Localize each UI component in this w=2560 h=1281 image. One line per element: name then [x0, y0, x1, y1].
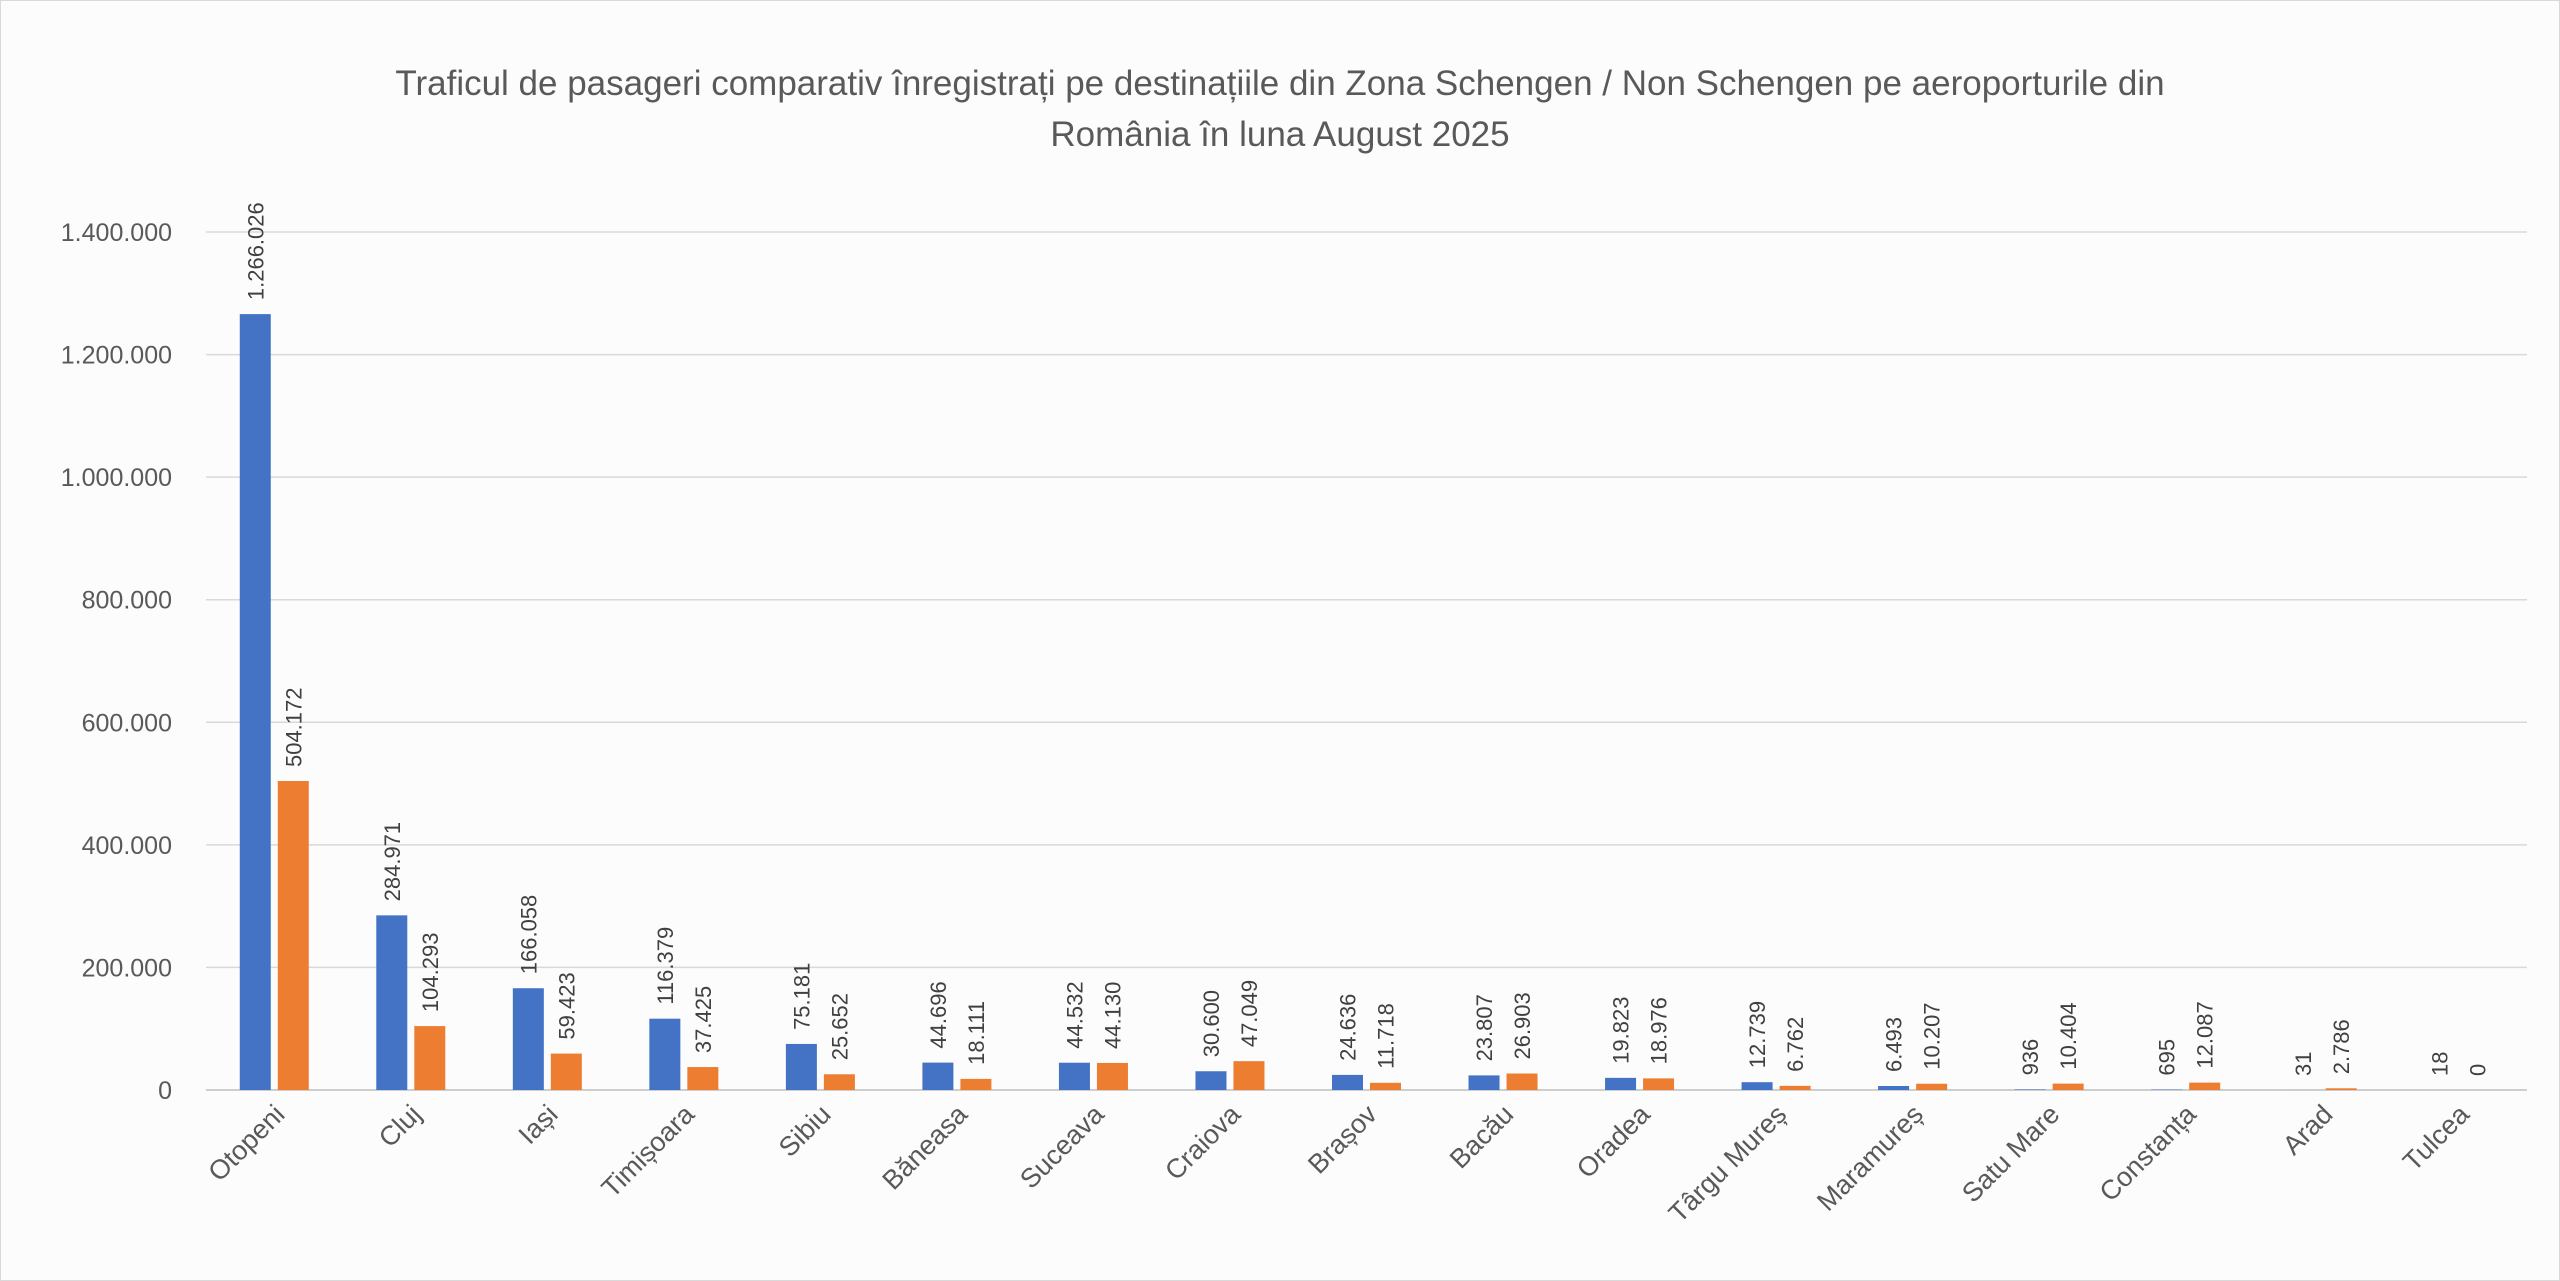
x-tick-label: Maramureș	[1811, 1099, 1929, 1217]
data-label-series-2: 10.404	[2056, 1002, 2081, 1069]
x-tick-label: Brașov	[1302, 1099, 1383, 1180]
bar-series-2	[2325, 1088, 2357, 1090]
bar-series-2	[1370, 1082, 1401, 1090]
data-label-series-2: 18.111	[964, 1001, 989, 1065]
y-tick-label: 1.200.000	[61, 342, 172, 370]
bar-series-2	[1506, 1073, 1538, 1090]
bar-series-1	[1605, 1077, 1637, 1090]
bar-series-1	[1878, 1086, 1910, 1090]
data-label-series-2: 10.207	[1920, 1002, 1945, 1069]
data-label-series-2: 0	[2466, 1064, 2491, 1076]
data-label-series-1: 19.823	[1609, 997, 1634, 1064]
data-label-series-2: 11.718	[1374, 1003, 1399, 1069]
bar-series-2	[1779, 1085, 1811, 1090]
x-tick-label: Oradea	[1571, 1098, 1657, 1184]
x-tick-label: Otopeni	[202, 1099, 290, 1187]
bar-series-2	[550, 1053, 582, 1090]
bar-series-1	[1058, 1062, 1090, 1090]
chart-title-line-1: Traficul de pasageri comparativ înregist…	[395, 64, 2165, 103]
bar-series-1	[239, 314, 271, 1090]
data-label-series-2: 504.172	[281, 687, 306, 767]
data-label-series-2: 44.130	[1100, 982, 1125, 1049]
data-label-series-1: 44.696	[926, 981, 951, 1048]
bar-series-1	[1468, 1075, 1500, 1090]
data-label-series-2: 18.976	[1647, 997, 1672, 1064]
data-label-series-1: 166.058	[516, 895, 541, 975]
data-label-series-2: 2.786	[2329, 1019, 2354, 1074]
bar-series-2	[960, 1078, 992, 1090]
x-tick-label: Suceava	[1014, 1098, 1110, 1194]
y-tick-label: 400.000	[82, 832, 172, 860]
bar-series-1	[1195, 1071, 1227, 1090]
data-label-series-2: 37.425	[691, 986, 716, 1053]
data-label-series-1: 24.636	[1336, 994, 1361, 1061]
data-label-series-2: 26.903	[1510, 992, 1535, 1059]
bar-series-2	[1233, 1061, 1265, 1090]
data-label-series-2: 47.049	[1237, 980, 1262, 1047]
bar-series-1	[2014, 1089, 2046, 1090]
y-tick-label: 600.000	[82, 709, 172, 737]
data-label-series-1: 6.493	[1882, 1017, 1907, 1072]
data-label-series-1: 18	[2428, 1052, 2453, 1076]
data-label-series-1: 1.266.026	[243, 202, 268, 300]
y-tick-label: 1.000.000	[61, 464, 172, 492]
bar-series-2	[1643, 1078, 1675, 1090]
bar-series-2	[1916, 1083, 1948, 1090]
data-label-series-1: 284.971	[380, 822, 405, 902]
bar-series-1	[376, 915, 408, 1090]
gridlines	[206, 231, 2527, 1091]
y-tick-label: 200.000	[82, 954, 172, 982]
data-label-series-1: 936	[2018, 1039, 2043, 1076]
bar-series-2	[1096, 1062, 1128, 1090]
bar-series-1	[512, 988, 544, 1090]
x-tick-label: Sibiu	[773, 1099, 837, 1163]
x-axis: Otopeni Cluj Iași Timișoara Sibiu Băneasa Suce…	[202, 1098, 2475, 1228]
chart-title-line-2: România în luna August 2025	[1050, 115, 1510, 154]
chart-title: Traficul de pasageri comparativ înregist…	[0, 58, 2560, 160]
bar-series-2	[687, 1067, 719, 1090]
x-tick-label: Craiova	[1159, 1098, 1247, 1186]
data-label-series-1: 75.181	[789, 963, 814, 1030]
x-tick-label: Iași	[513, 1099, 564, 1150]
data-label-series-1: 44.532	[1062, 981, 1087, 1048]
x-tick-label: Arad	[2277, 1099, 2339, 1161]
y-tick-label: 1.400.000	[61, 219, 172, 247]
x-tick-label: Satu Mare	[1956, 1099, 2065, 1208]
data-label-series-2: 104.293	[418, 933, 443, 1013]
data-label-series-1: 12.739	[1745, 1001, 1770, 1068]
bar-series-1	[922, 1062, 954, 1090]
data-label-series-1: 23.807	[1472, 994, 1497, 1061]
bar-series-2	[2052, 1083, 2084, 1090]
data-label-series-1: 695	[2155, 1039, 2180, 1076]
x-tick-label: Cluj	[373, 1099, 427, 1153]
bar-series-1	[1332, 1074, 1363, 1090]
y-tick-label: 0	[158, 1077, 172, 1105]
data-label-series-1: 30.600	[1199, 990, 1224, 1057]
x-tick-label: Băneasa	[877, 1098, 974, 1195]
y-tick-label: 800.000	[82, 587, 172, 615]
bars	[239, 314, 2456, 1090]
data-label-series-2: 25.652	[827, 993, 852, 1060]
data-label-series-2: 12.087	[2193, 1001, 2218, 1068]
data-labels: 1.266.026 504.172 284.971 104.293 166.058 59.…	[243, 202, 2490, 1076]
bar-series-1	[785, 1043, 817, 1090]
data-label-series-1: 31	[2291, 1051, 2316, 1075]
bar-series-2	[277, 781, 309, 1090]
data-label-series-2: 6.762	[1783, 1017, 1808, 1072]
bar-series-2	[414, 1026, 446, 1090]
bar-series-1	[1741, 1082, 1773, 1090]
x-tick-label: Târgu Mureș	[1663, 1099, 1792, 1228]
x-tick-label: Tulcea	[2397, 1098, 2476, 1177]
bar-series-1	[649, 1018, 681, 1090]
x-tick-label: Bacău	[1444, 1099, 1519, 1174]
x-tick-label: Constanța	[2094, 1098, 2203, 1207]
data-label-series-2: 59.423	[554, 972, 579, 1039]
y-axis: 0 200.000 400.000 600.000 800.000 1.000.000 1.…	[61, 219, 172, 1105]
bar-series-2	[2189, 1082, 2221, 1090]
x-tick-label: Timișoara	[596, 1098, 701, 1203]
data-label-series-1: 116.379	[653, 927, 678, 1005]
bar-series-2	[823, 1074, 855, 1090]
